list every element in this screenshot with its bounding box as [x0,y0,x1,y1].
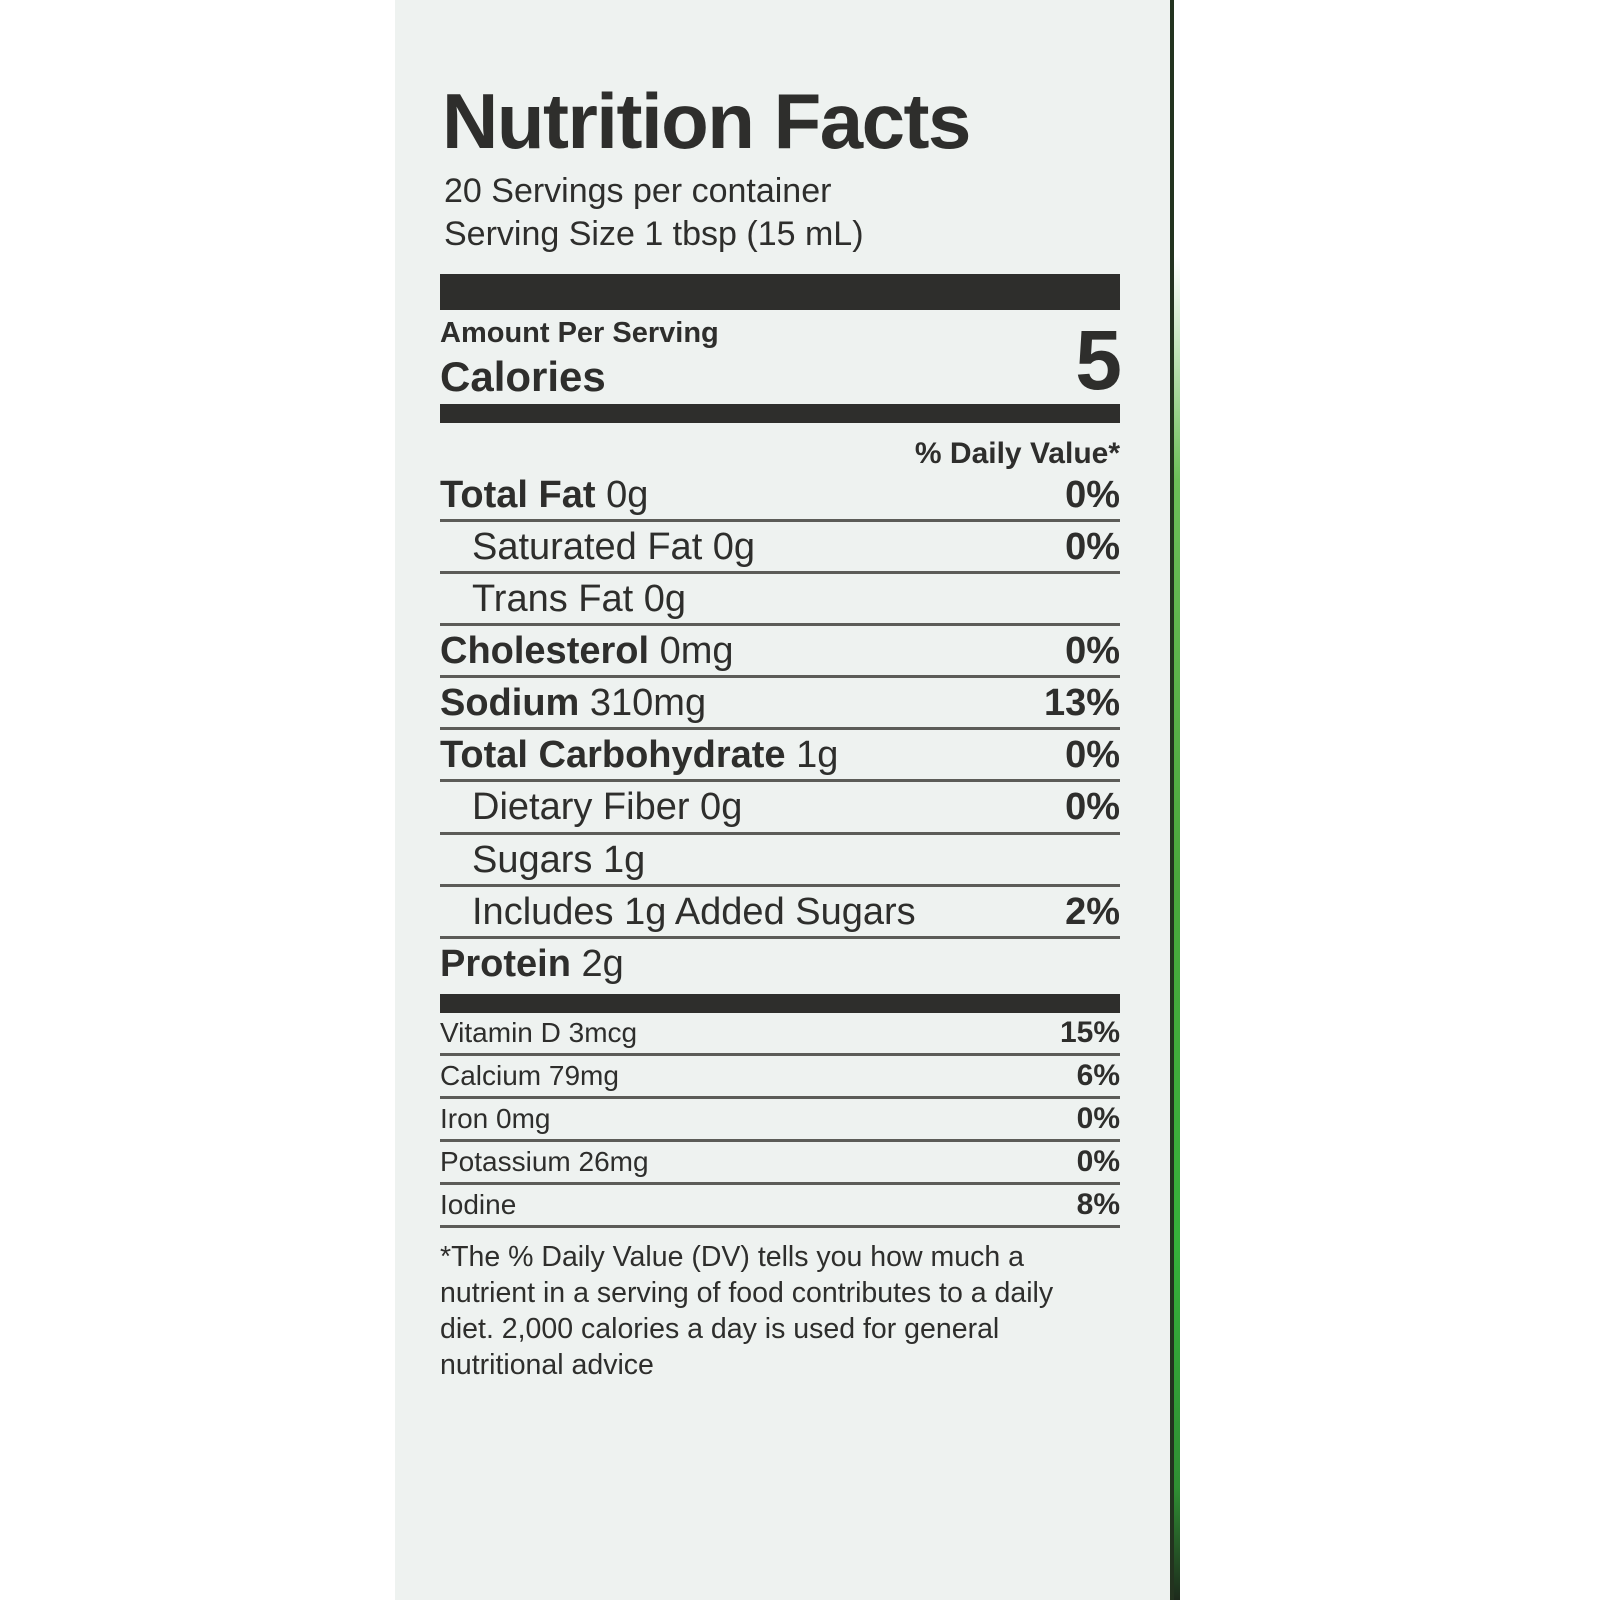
micronutrient-row: Vitamin D 3mcg 15% [440,1013,1120,1056]
nutrient-row: Dietary Fiber 0g 0% [440,782,1120,835]
nutrient-daily-value: 13% [1043,682,1120,725]
nutrition-facts-label: Nutrition Facts 20 Servings per containe… [440,0,1122,1383]
nutrient-daily-value: 2% [1065,890,1120,933]
servings-per-container: 20 Servings per container [444,172,832,210]
nutrient-row: Total Carbohydrate 1g 0% [440,730,1120,783]
nutrient-row: Sugars 1g [440,835,1120,887]
micronutrient-name: Iodine [440,1188,517,1220]
nutrient-row: Protein 2g [440,939,1120,988]
micronutrient-daily-value: 0% [1076,1101,1120,1135]
nutrient-row: Saturated Fat 0g 0% [440,522,1120,575]
nutrient-row: Total Fat 0g 0% [440,470,1120,523]
nutrient-daily-value: 0% [1065,786,1120,829]
calories-value: 5 [1075,313,1122,408]
calories-label: Calories [440,353,606,400]
serving-size: Serving Size 1 tbsp (15 mL) [444,214,864,253]
nutrient-name: Trans Fat 0g [472,578,687,621]
micronutrient-name: Calcium 79mg [440,1059,619,1091]
daily-value-header: % Daily Value* [914,437,1120,470]
micronutrient-name: Iron 0mg [440,1102,551,1134]
micronutrient-daily-value: 6% [1076,1058,1120,1092]
divider-medium-after-calories [440,404,1120,423]
amount-per-serving-label: Amount Per Serving [440,316,719,349]
nutrient-name: Dietary Fiber 0g [472,786,743,829]
nutrition-label-panel: Nutrition Facts 20 Servings per containe… [395,0,1180,1600]
daily-value-footnote: *The % Daily Value (DV) tells you how mu… [440,1240,1054,1381]
nutrient-name: Total Carbohydrate 1g [440,734,839,777]
nutrient-name: Saturated Fat 0g [472,526,756,569]
nutrient-row: Sodium 310mg 13% [440,678,1120,731]
micronutrient-name: Vitamin D 3mcg [440,1016,638,1048]
nutrient-name: Total Fat 0g [440,474,649,516]
nutrient-name: Includes 1g Added Sugars [472,890,916,933]
serving-information: 20 Servings per container Serving Size 1… [440,170,1120,256]
nutrient-daily-value: 0% [1065,630,1120,673]
micronutrient-row: Potassium 26mg 0% [440,1142,1120,1185]
nutrient-row: Cholesterol 0mg 0% [440,626,1120,679]
micronutrient-row: Iodine 8% [440,1185,1120,1228]
panel-right-green-stripe [1174,0,1180,1600]
nutrient-name: Sugars 1g [472,838,646,881]
micronutrient-name: Potassium 26mg [440,1145,649,1177]
nutrient-row: Trans Fat 0g [440,574,1120,627]
micronutrient-row: Iron 0mg 0% [440,1099,1120,1142]
nutrient-daily-value: 0% [1065,526,1120,569]
nutrient-name: Protein 2g [440,942,624,985]
micronutrient-daily-value: 0% [1076,1144,1120,1178]
nutrient-name: Sodium 310mg [440,682,707,725]
panel-right-dark-edge [1170,0,1174,1600]
micronutrient-daily-value: 8% [1076,1187,1120,1221]
divider-medium-after-protein [440,993,1120,1013]
nutrient-name: Cholesterol 0mg [440,630,734,673]
divider-thick-top [440,273,1120,310]
nutrient-table: Total Fat 0g 0% Saturated Fat 0g 0% Trans Fa… [440,470,1120,988]
page-title: Nutrition Facts [442,77,971,165]
calories-row: Calories 5 [440,313,1122,408]
nutrient-daily-value: 0% [1065,734,1120,777]
micronutrient-row: Calcium 79mg 6% [440,1056,1120,1099]
nutrient-row: Includes 1g Added Sugars 2% [440,887,1120,939]
micronutrient-daily-value: 15% [1059,1015,1120,1049]
micronutrient-table: Vitamin D 3mcg 15% Calcium 79mg 6% Iron 0mg 0… [440,1013,1120,1228]
nutrient-daily-value: 0% [1065,474,1120,516]
